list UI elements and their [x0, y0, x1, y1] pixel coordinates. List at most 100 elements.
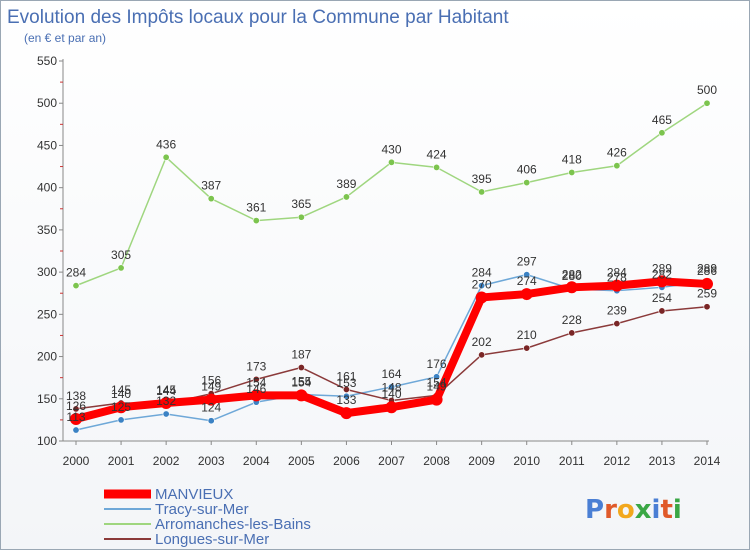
data-point: [160, 397, 173, 409]
data-point: [523, 179, 531, 187]
legend-label: Arromanches-les-Bains: [155, 516, 311, 533]
brand-logo: Proxiti: [585, 495, 682, 525]
data-label: 297: [517, 255, 537, 269]
data-point: [655, 275, 668, 288]
data-point: [478, 351, 486, 359]
data-label: 500: [697, 83, 717, 97]
data-label: 418: [562, 152, 582, 166]
series-line: [75, 102, 708, 287]
data-point: [72, 426, 80, 434]
x-tick-label: 2002: [153, 454, 180, 468]
data-point: [610, 279, 623, 292]
data-point: [387, 383, 395, 391]
data-label: 361: [246, 201, 266, 215]
data-point: [340, 407, 353, 420]
x-tick-label: 2007: [378, 454, 405, 468]
data-point: [613, 162, 621, 170]
data-label: 164: [381, 367, 401, 381]
data-point: [433, 373, 441, 381]
data-point: [250, 389, 263, 402]
data-label: 282: [562, 267, 582, 281]
legend-label: Longues-sur-Mer: [155, 531, 269, 548]
data-label: 145: [156, 383, 176, 397]
x-tick-label: 2005: [288, 454, 315, 468]
data-label: 149: [427, 380, 447, 394]
data-label: 239: [607, 304, 627, 318]
data-label: 124: [201, 401, 221, 415]
data-label: 187: [291, 348, 311, 362]
data-label: 153: [336, 376, 356, 390]
data-point: [162, 153, 170, 161]
x-tick-label: 2004: [243, 454, 270, 468]
data-label: 254: [652, 291, 672, 305]
data-point: [72, 282, 80, 290]
data-label: 305: [111, 248, 131, 262]
y-tick-label: 500: [37, 96, 57, 110]
x-tick-label: 2006: [333, 454, 360, 468]
brand-letter: i: [673, 495, 682, 525]
y-tick-label: 300: [37, 265, 57, 279]
x-tick-label: 2003: [198, 454, 225, 468]
data-label: 406: [517, 163, 537, 177]
data-label: 389: [336, 177, 356, 191]
y-tick-label: 350: [37, 223, 57, 237]
brand-letter: x: [635, 495, 652, 525]
data-labels-arromanches-les-bains: 284 305 436 387 361 365 389 430 424 395 406 418 426 4…: [66, 83, 717, 279]
data-label: 270: [472, 277, 492, 291]
x-tick-label: 2010: [513, 454, 540, 468]
data-point: [568, 329, 576, 337]
data-point: [117, 416, 125, 424]
y-tick-label: 450: [37, 138, 57, 152]
data-label: 426: [607, 146, 627, 160]
data-label: 154: [291, 375, 311, 389]
data-label: 436: [156, 137, 176, 151]
data-point: [207, 417, 215, 425]
data-label: 154: [246, 375, 266, 389]
data-point: [658, 129, 666, 137]
data-label: 465: [652, 113, 672, 127]
x-tick-label: 2001: [108, 454, 135, 468]
data-label: 280: [562, 269, 582, 283]
data-point: [703, 99, 711, 107]
data-label: 202: [472, 335, 492, 349]
y-tick-label: 400: [37, 181, 57, 195]
series-arromanches-les-bains: [72, 99, 711, 290]
data-point: [478, 282, 486, 290]
data-label: 156: [201, 374, 221, 388]
data-point: [342, 392, 350, 400]
data-label: 284: [607, 266, 627, 280]
y-tick-label: 250: [37, 307, 57, 321]
data-label: 176: [427, 357, 447, 371]
data-point: [297, 213, 305, 221]
data-label: 133: [336, 393, 356, 407]
legend: MANVIEUXTracy-sur-MerArromanches-les-Bai…: [104, 486, 311, 548]
data-point: [475, 291, 488, 304]
data-point: [523, 344, 531, 352]
data-point: [520, 288, 533, 301]
x-tick-label: 2014: [694, 454, 721, 468]
x-tick-label: 2009: [468, 454, 495, 468]
data-point: [703, 303, 711, 311]
data-label: 210: [517, 328, 537, 342]
data-label: 430: [381, 142, 401, 156]
data-point: [387, 158, 395, 166]
x-tick-label: 2012: [604, 454, 631, 468]
data-point: [565, 281, 578, 294]
data-label: 155: [291, 375, 311, 389]
y-tick-label: 200: [37, 350, 57, 364]
x-tick-label: 2013: [649, 454, 676, 468]
data-label: 154: [427, 375, 447, 389]
data-point: [72, 405, 80, 413]
data-point: [568, 168, 576, 176]
data-point: [433, 163, 441, 171]
x-tick-label: 2000: [63, 454, 90, 468]
data-point: [658, 307, 666, 315]
brand-letter: i: [652, 495, 661, 525]
brand-letter: r: [604, 495, 617, 525]
y-tick-label: 150: [37, 392, 57, 406]
legend-label: MANVIEUX: [155, 486, 233, 503]
data-label: 138: [66, 389, 86, 403]
data-point: [523, 271, 531, 279]
